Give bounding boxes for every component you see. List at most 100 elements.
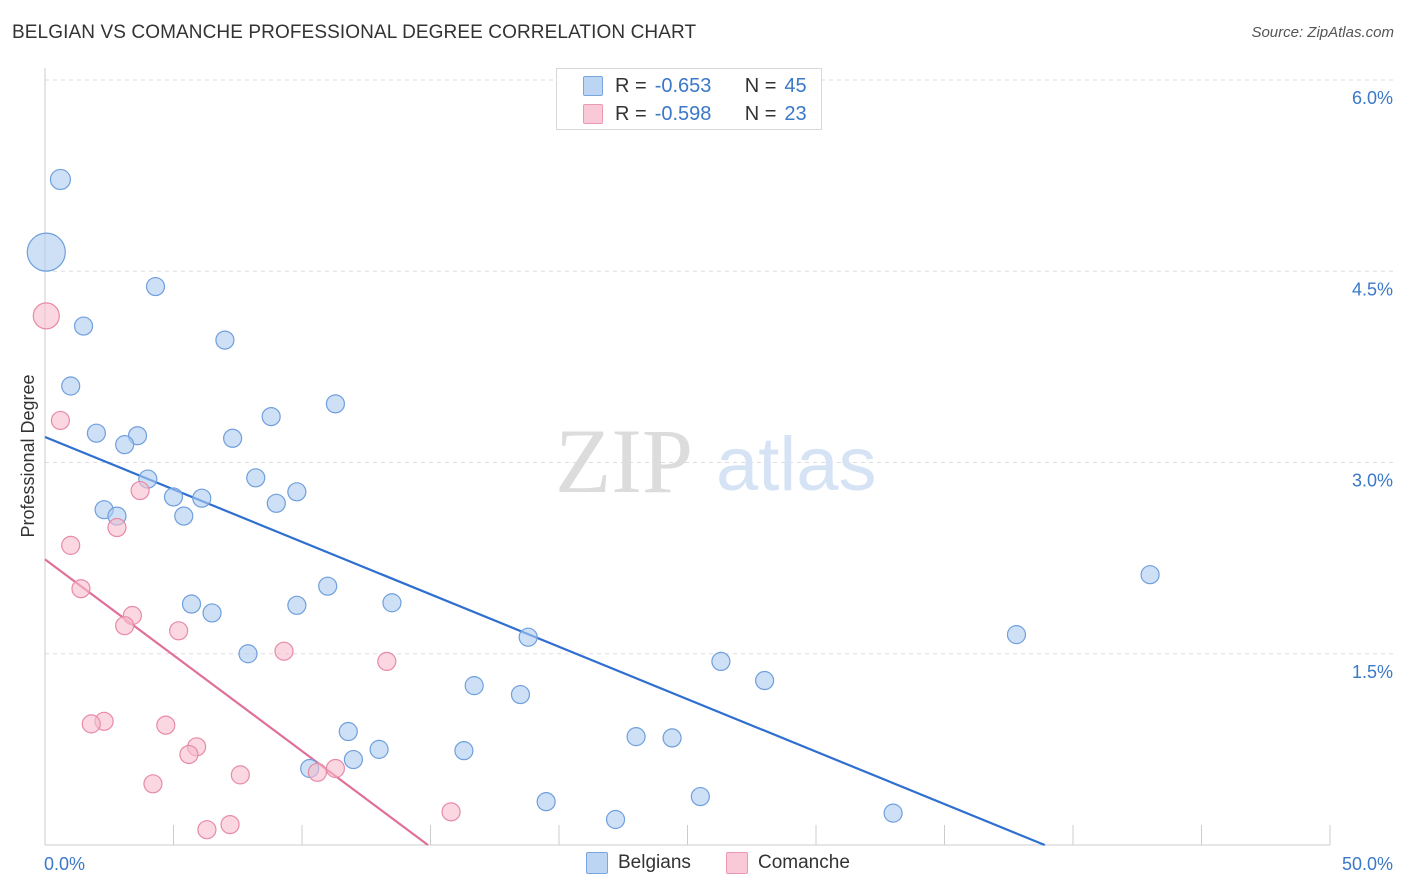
comanche-point [50,410,71,431]
y-axis-label: Professional Degree [18,374,38,537]
series-legend: Belgians Comanche [0,852,1406,878]
legend-r-label: R = [615,74,647,97]
belgian-point [49,168,72,191]
belgian-point [115,435,135,455]
belgian-point [690,786,710,807]
belgian-point [338,721,358,742]
belgian-point [215,330,235,350]
belgian-point [287,595,307,615]
comanche-point [325,758,346,779]
belgian-trend-line [44,435,1046,847]
legend-r-value: -0.598 [654,102,712,125]
comanche-point [220,814,240,835]
belgian-point [202,603,222,623]
belgian-point [325,394,346,414]
belgian-point [1006,625,1027,645]
comanche-point [274,641,294,661]
y-tick-label: 4.5% [1352,279,1393,299]
belgian-point [518,627,538,647]
trend-lines [44,435,1046,847]
belgian-point [318,576,338,596]
legend-item-belgians[interactable]: Belgians [586,852,691,874]
legend-swatch-belgians [586,852,608,874]
comanche-point [107,517,127,538]
belgian-point [536,792,556,812]
comanche-point [32,302,60,330]
belgian-point [711,651,731,672]
legend-n-value: 23 [784,102,807,125]
legend-label-belgians: Belgians [618,852,691,873]
comanche-point [179,744,199,765]
belgian-point [266,493,286,513]
legend-row-comanche: R = -0.598 N = 23 [583,101,807,127]
y-tick-label: 6.0% [1352,88,1393,108]
comanche-point [156,715,176,735]
belgian-point [192,488,212,508]
comanche-point [115,616,135,636]
chart-title: BELGIAN VS COMANCHE PROFESSIONAL DEGREE … [12,22,697,43]
belgian-point [246,468,266,488]
belgian-point [174,506,194,526]
legend-n-label: N = [744,102,777,125]
comanche-point [441,802,461,822]
belgian-point [454,741,474,761]
axis-labels: 1.5% 3.0% 4.5% 6.0% 0.0% 50.0% Professional De… [18,88,1393,874]
watermark: ZIP atlas [555,410,877,512]
comanche-trend-line [44,558,429,846]
data-points [26,168,1160,840]
belgian-point [61,376,81,396]
comanche-point [307,762,328,782]
belgian-point [261,407,281,427]
watermark-atlas: atlas [716,422,877,507]
belgian-point [464,676,484,696]
belgian-point [287,482,307,502]
belgian-point [382,593,402,613]
y-tick-label: 1.5% [1352,662,1393,682]
belgian-point [754,670,775,691]
comanche-point [130,480,150,501]
legend-row-belgians: R = -0.653 N = 45 [583,73,807,99]
belgian-point [369,739,389,759]
belgian-point [883,803,903,823]
y-tick-label: 3.0% [1352,471,1393,491]
belgian-point [662,728,682,748]
belgian-point [343,749,363,770]
legend-swatch-belgians [583,76,603,96]
source-credit: Source: ZipAtlas.com [1251,24,1394,41]
belgian-point [73,316,94,336]
comanche-point [143,774,163,794]
belgian-point [605,809,626,830]
legend-r-label: R = [615,102,647,125]
belgian-point [626,727,646,747]
belgian-point [163,487,184,507]
belgian-point [145,276,166,297]
grid-lines [45,79,1395,655]
legend-item-comanche[interactable]: Comanche [726,852,850,874]
belgian-point [26,232,66,272]
x-tick-label-min: 0.0% [44,854,85,874]
belgian-point [181,594,202,614]
comanche-point [230,765,250,785]
belgian-point [86,423,107,443]
x-tick-label-max: 50.0% [1342,854,1393,874]
comanche-point [81,714,101,734]
legend-swatch-comanche [726,852,748,874]
axes [44,68,1331,846]
comanche-point [197,820,217,840]
belgian-point [223,428,243,448]
legend-n-value: 45 [784,74,807,97]
belgian-point [238,644,258,664]
comanche-point [71,579,91,599]
legend-r-value: -0.653 [654,74,712,97]
legend-swatch-comanche [583,104,603,124]
watermark-zip: ZIP [555,410,693,512]
comanche-point [61,535,81,555]
legend-n-label: N = [744,74,777,97]
legend-label-comanche: Comanche [758,852,850,873]
correlation-legend: R = -0.653 N = 45 R = -0.598 N = 23 [556,68,822,130]
belgian-point [1140,565,1160,585]
comanche-point [169,621,189,641]
comanche-point [377,651,397,672]
belgian-point [510,684,531,705]
